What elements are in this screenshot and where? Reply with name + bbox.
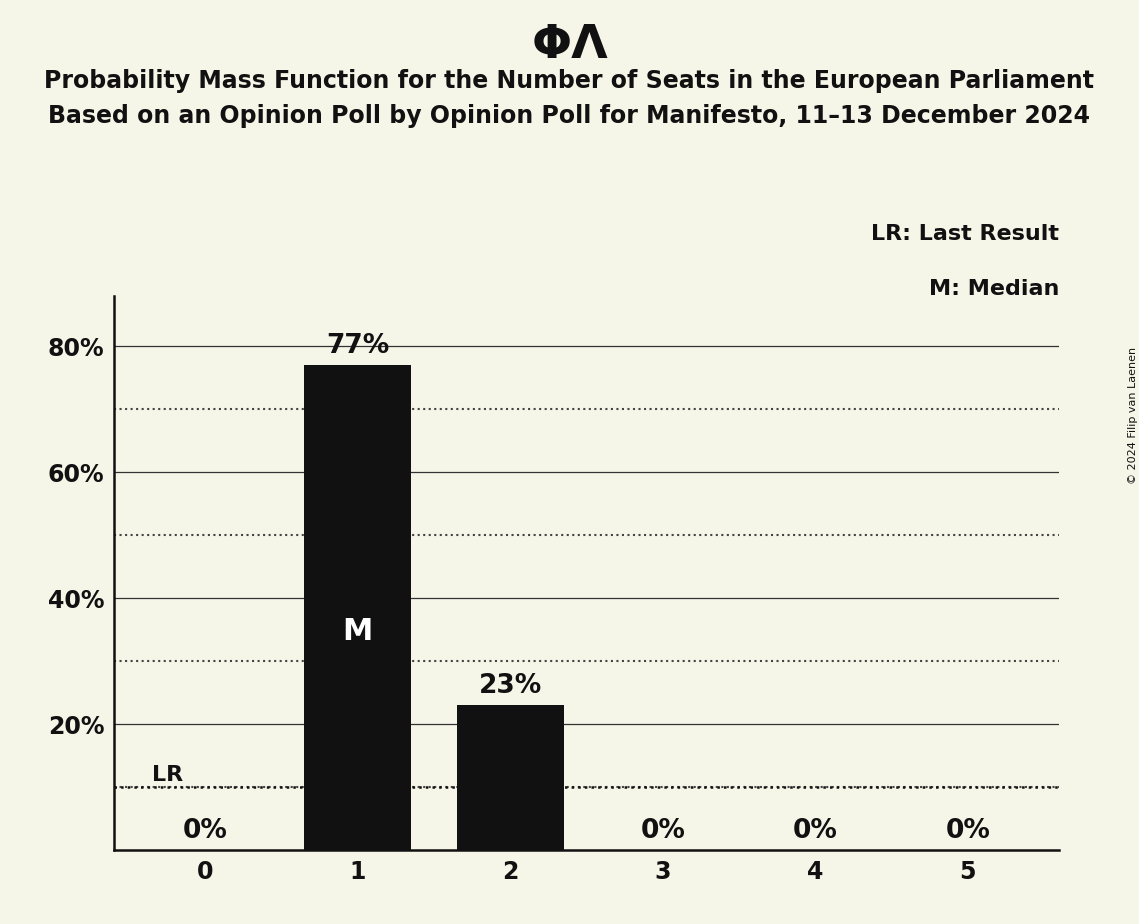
- Text: 0%: 0%: [945, 818, 990, 844]
- Text: Probability Mass Function for the Number of Seats in the European Parliament: Probability Mass Function for the Number…: [44, 69, 1095, 93]
- Text: 0%: 0%: [183, 818, 228, 844]
- Text: LR: LR: [151, 764, 183, 784]
- Text: 0%: 0%: [640, 818, 686, 844]
- Bar: [304, 365, 411, 850]
- Text: 77%: 77%: [326, 333, 390, 359]
- Text: © 2024 Filip van Laenen: © 2024 Filip van Laenen: [1129, 347, 1138, 484]
- Text: M: Median: M: Median: [929, 279, 1059, 299]
- Text: ΦΛ: ΦΛ: [531, 23, 608, 68]
- Bar: [457, 705, 564, 850]
- Text: 23%: 23%: [478, 673, 542, 699]
- Text: 0%: 0%: [793, 818, 838, 844]
- Text: Based on an Opinion Poll by Opinion Poll for Manifesto, 11–13 December 2024: Based on an Opinion Poll by Opinion Poll…: [49, 104, 1090, 128]
- Text: M: M: [343, 617, 374, 646]
- Text: LR: Last Result: LR: Last Result: [871, 224, 1059, 244]
